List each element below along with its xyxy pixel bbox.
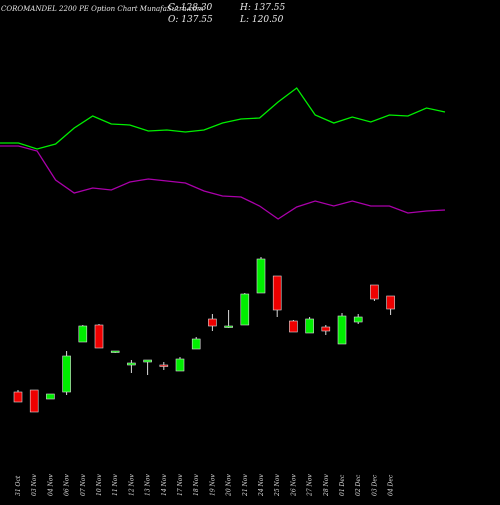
x-tick-label: 17 Nov [177, 474, 184, 496]
chart-title: COROMANDEL 2200 PE Option Chart MunafaSu… [1, 5, 204, 13]
x-tick-label: 21 Nov [242, 474, 249, 497]
x-tick-label: 24 Nov [258, 474, 265, 497]
candle-up [305, 318, 314, 334]
x-tick-label: 12 Nov [128, 474, 135, 496]
low-value: L: 120.50 [240, 15, 284, 25]
close-value: C: 128.30 [168, 3, 213, 13]
candle-down [159, 364, 169, 367]
x-tick-label: 19 Nov [209, 474, 216, 496]
candle-up [110, 350, 120, 353]
x-tick-label: 03 Nov [31, 474, 38, 496]
candle-down [13, 391, 23, 403]
candle-up [78, 325, 88, 343]
lower-band-line [0, 145, 446, 220]
candle-down [272, 275, 282, 311]
x-tick-label: 07 Nov [80, 474, 87, 496]
candle-up [175, 358, 185, 372]
upper-band-line [0, 87, 446, 150]
x-tick-label: 04 Dec [388, 474, 395, 496]
candle-up [46, 393, 55, 400]
candle-up [62, 355, 71, 393]
x-tick-label: 03 Dec [371, 474, 378, 496]
open-value: O: 137.55 [168, 15, 213, 25]
candle-down [370, 284, 379, 300]
x-tick-label: 31 Oct [15, 475, 22, 496]
x-tick-label: 01 Dec [339, 474, 346, 496]
x-tick-label: 27 Nov [307, 474, 314, 497]
candle-up [143, 359, 152, 363]
high-value: H: 137.55 [240, 3, 286, 13]
x-tick-label: 06 Nov [64, 474, 71, 496]
x-tick-label: 04 Nov [47, 474, 54, 496]
candle-down [94, 324, 104, 349]
x-tick-label: 10 Nov [96, 474, 103, 496]
candle-down [29, 389, 39, 413]
x-tick-label: 02 Dec [355, 474, 362, 496]
x-tick-label: 28 Nov [323, 474, 330, 497]
x-tick-label: 20 Nov [226, 474, 233, 497]
candle-down [321, 326, 331, 332]
candle-up [353, 316, 363, 323]
candle-up [337, 315, 347, 345]
x-tick-label: 14 Nov [161, 474, 168, 496]
x-tick-label: 25 Nov [274, 474, 281, 497]
x-tick-label: 18 Nov [193, 474, 200, 496]
x-tick-label: 26 Nov [290, 474, 297, 497]
candle-up [127, 362, 136, 366]
candle-up [191, 338, 201, 350]
x-tick-label: 11 Nov [112, 474, 119, 496]
candle-down [208, 318, 217, 327]
candle-down [289, 320, 298, 333]
candle-up [224, 325, 233, 328]
candle-down [386, 295, 395, 310]
candle-up [240, 293, 250, 326]
x-tick-label: 13 Nov [145, 474, 152, 496]
candle-up [256, 258, 266, 294]
